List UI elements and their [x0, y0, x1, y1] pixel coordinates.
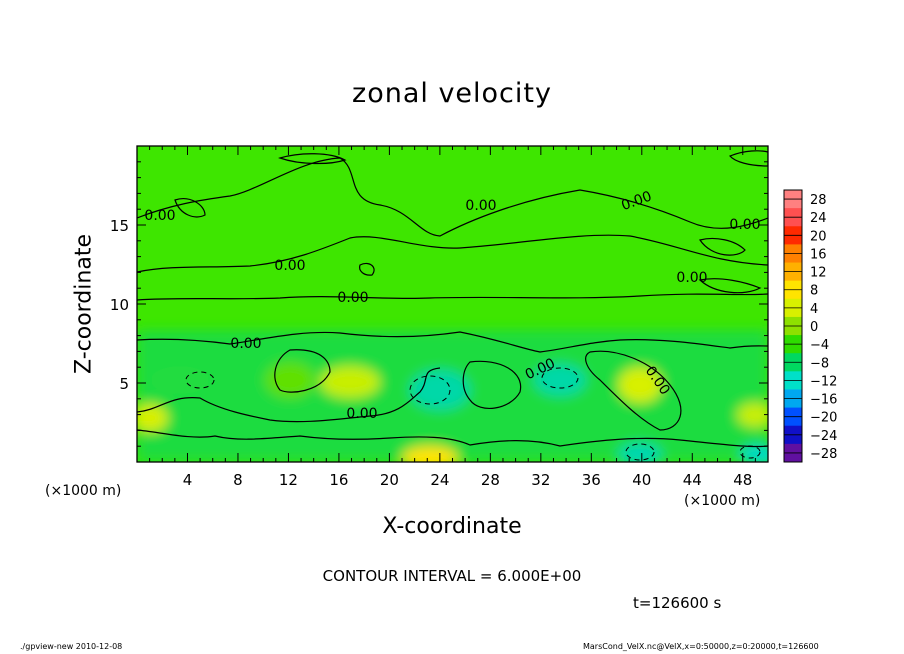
contour-label: 0.00 — [144, 208, 175, 224]
colorbar-tick-label: 20 — [810, 229, 827, 244]
colorbar-tick-label: 16 — [810, 247, 827, 262]
x-tick-label: 28 — [481, 471, 500, 489]
colorbar-tick-label: −8 — [810, 356, 829, 371]
footer-left: ./gpview-new 2010-12-08 — [20, 642, 123, 651]
x-tick-label: 12 — [279, 471, 298, 489]
x-axis-label: X-coordinate — [382, 514, 522, 539]
colorbar-tick-label: −28 — [810, 447, 837, 462]
y-axis-unit: (×1000 m) — [45, 483, 122, 499]
time-label: t=126600 s — [633, 594, 722, 612]
y-tick-label: 15 — [110, 217, 129, 235]
colorbar: 28 24 20 16 12 8 4 0 −4 −8 −12 −16 −20 −24 −28 — [783, 189, 837, 463]
x-tick-label: 48 — [733, 471, 752, 489]
x-tick-label: 4 — [183, 471, 193, 489]
contour-label: 0.00 — [274, 258, 305, 274]
plot-area: 0.000.000.000.000.000.00 0.000.000.000.00… — [110, 145, 769, 489]
colorbar-tick-label: 0 — [810, 320, 818, 335]
colorbar-tick-label: 12 — [810, 266, 827, 281]
x-axis-unit: (×1000 m) — [684, 493, 761, 509]
x-tick-label: 32 — [531, 471, 550, 489]
contour-label: 0.00 — [676, 270, 707, 286]
contour-label: 0.00 — [465, 198, 496, 214]
y-axis-label: Z-coordinate — [71, 234, 97, 374]
colorbar-tick-label: −24 — [810, 429, 837, 444]
contour-label: 0.00 — [346, 406, 377, 422]
colorbar-tick-label: 28 — [810, 193, 827, 208]
velocity-field — [137, 330, 768, 462]
colorbar-tick-label: 8 — [810, 284, 818, 299]
x-tick-label: 40 — [632, 471, 651, 489]
y-tick-label: 5 — [119, 375, 129, 393]
y-tick-label: 10 — [110, 296, 129, 314]
negative-contours — [185, 367, 761, 461]
colorbar-tick-label: −4 — [810, 338, 829, 353]
contour-label: 0.00 — [337, 290, 368, 306]
x-tick-label: 16 — [329, 471, 348, 489]
contour-label: 0.00 — [729, 217, 760, 233]
x-tick-label: 24 — [430, 471, 449, 489]
x-tick-label: 44 — [683, 471, 702, 489]
x-tick-label: 36 — [582, 471, 601, 489]
colorbar-tick-label: 4 — [810, 302, 818, 317]
contour-label: 0.00 — [230, 336, 261, 352]
contour-interval-label: CONTOUR INTERVAL = 6.000E+00 — [322, 567, 582, 585]
colorbar-tick-label: 24 — [810, 211, 827, 226]
contour-lines — [137, 150, 768, 448]
footer-right: MarsCond_VelX.nc@VelX,x=0:50000,z=0:2000… — [583, 642, 819, 651]
x-tick-label: 8 — [233, 471, 243, 489]
chart-title: zonal velocity — [352, 78, 552, 109]
colorbar-tick-label: −16 — [810, 393, 837, 408]
x-tick-label: 20 — [380, 471, 399, 489]
colorbar-tick-label: −12 — [810, 374, 837, 389]
colorbar-tick-label: −20 — [810, 411, 837, 426]
